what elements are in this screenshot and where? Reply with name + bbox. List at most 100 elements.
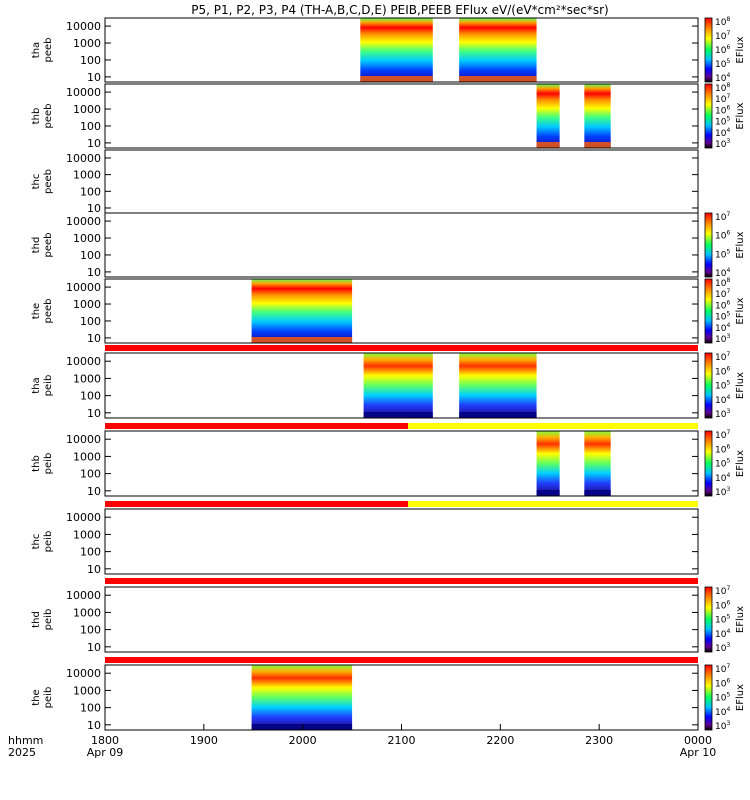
y-tick-label: 10 bbox=[87, 202, 101, 215]
low-energy-band-the-peeb-0 bbox=[251, 337, 353, 343]
status-bar-1-1 bbox=[408, 423, 698, 429]
panel-label-the-peib-0: the bbox=[31, 689, 42, 705]
spectrogram-segment-the-peeb-0 bbox=[251, 279, 353, 343]
y-tick-label: 1000 bbox=[73, 372, 101, 385]
colorbar-tick-label: 107 bbox=[715, 429, 730, 441]
x-tick-label: 2300 bbox=[585, 734, 613, 747]
panel-label-tha-peib-1: peib bbox=[43, 375, 54, 397]
colorbar-the-peeb bbox=[704, 278, 713, 344]
panel-frame-the-peeb bbox=[104, 278, 699, 344]
spectrogram-segment-thb-peib-0 bbox=[536, 431, 560, 496]
panel-label-thd-peib-1: peib bbox=[43, 609, 54, 631]
colorbar-tick-label: 104 bbox=[715, 472, 730, 484]
colorbar-tick-label: 107 bbox=[715, 585, 730, 597]
colorbar-tick-label: 106 bbox=[715, 365, 730, 377]
y-tick-label: 10000 bbox=[66, 355, 101, 368]
y-tick-label: 10 bbox=[87, 71, 101, 84]
panel-frame-thb-peeb bbox=[104, 83, 699, 149]
panel-frame-thd-peeb bbox=[104, 212, 699, 278]
y-tick-label: 10000 bbox=[66, 589, 101, 602]
spectrogram-segment-tha-peeb-0 bbox=[360, 18, 433, 82]
spectrogram-segment-tha-peib-1 bbox=[459, 353, 537, 418]
x-tick-sublabel: Apr 10 bbox=[680, 746, 717, 759]
x-tick-label: 2000 bbox=[289, 734, 317, 747]
status-bar-4-0 bbox=[105, 657, 698, 663]
y-tick-label: 1000 bbox=[73, 606, 101, 619]
panel-label-thb-peeb-1: peeb bbox=[43, 104, 54, 129]
y-tick-label: 10 bbox=[87, 641, 101, 654]
low-energy-band-tha-peeb-1 bbox=[459, 76, 537, 82]
y-tick-label: 10 bbox=[87, 266, 101, 279]
panel-label-the-peeb-0: the bbox=[31, 303, 42, 319]
colorbar-tick-label: 108 bbox=[715, 82, 730, 94]
colorbar-tick-label: 105 bbox=[715, 692, 730, 704]
y-tick-label: 100 bbox=[80, 546, 101, 559]
y-tick-label: 10000 bbox=[66, 215, 101, 228]
colorbar-thb-peib bbox=[704, 430, 713, 497]
y-tick-label: 100 bbox=[80, 185, 101, 198]
colorbar-tick-label: 107 bbox=[715, 288, 730, 300]
colorbar-tick-label: 106 bbox=[715, 44, 730, 56]
colorbar-tick-label: 104 bbox=[715, 706, 730, 718]
y-tick-label: 10000 bbox=[66, 152, 101, 165]
colorbar-tick-label: 107 bbox=[715, 93, 730, 105]
panel-label-thb-peeb-0: thb bbox=[31, 108, 42, 125]
panel-frame-thc-peib bbox=[104, 508, 699, 575]
colorbar-tick-label: 106 bbox=[715, 677, 730, 689]
colorbar-tick-label: 108 bbox=[715, 277, 730, 289]
y-tick-label: 10000 bbox=[66, 20, 101, 33]
status-bar-0-0 bbox=[105, 345, 698, 351]
colorbar-tick-label: 103 bbox=[715, 720, 730, 732]
colorbar-tick-label: 104 bbox=[715, 394, 730, 406]
colorbar-tick-label: 105 bbox=[715, 311, 730, 323]
x-tick-label: 0000 bbox=[684, 734, 712, 747]
low-energy-band-tha-peib-0 bbox=[363, 412, 433, 418]
colorbar-label: EFlux bbox=[735, 450, 746, 477]
colorbar-tick-label: 107 bbox=[715, 663, 730, 675]
colorbar-tick-label: 107 bbox=[715, 30, 730, 42]
colorbar-tick-label: 106 bbox=[715, 443, 730, 455]
spectrogram-segment-the-peib-0 bbox=[251, 665, 353, 730]
low-energy-band-thb-peeb-1 bbox=[584, 142, 611, 148]
x-tick-sublabel: Apr 09 bbox=[87, 746, 124, 759]
x-tick-label: 2100 bbox=[388, 734, 416, 747]
colorbar-tick-label: 103 bbox=[715, 138, 730, 150]
chart-title: P5, P1, P2, P3, P4 (TH-A,B,C,D,E) PEIB,P… bbox=[191, 3, 608, 17]
panel-label-tha-peeb-1: peeb bbox=[43, 38, 54, 63]
panel-frame-tha-peib bbox=[104, 352, 699, 419]
y-tick-label: 1000 bbox=[73, 169, 101, 182]
colorbar-tick-label: 105 bbox=[715, 380, 730, 392]
spectrogram-segment-thb-peib-1 bbox=[584, 431, 611, 496]
y-tick-label: 10 bbox=[87, 485, 101, 498]
y-tick-label: 1000 bbox=[73, 103, 101, 116]
x-year-label: 2025 bbox=[8, 746, 36, 759]
colorbar-tick-label: 107 bbox=[715, 351, 730, 363]
panel-label-tha-peeb-0: tha bbox=[31, 42, 42, 58]
colorbar-tick-label: 103 bbox=[715, 408, 730, 420]
status-bar-2-0 bbox=[105, 501, 409, 507]
panel-label-the-peeb-1: peeb bbox=[43, 299, 54, 324]
y-tick-label: 10 bbox=[87, 719, 101, 732]
y-tick-label: 10000 bbox=[66, 281, 101, 294]
low-energy-band-tha-peib-1 bbox=[459, 412, 537, 418]
colorbar-the-peib bbox=[704, 664, 713, 731]
panel-frame-thb-peib bbox=[104, 430, 699, 497]
colorbar-label: EFlux bbox=[735, 231, 746, 258]
colorbar-label: EFlux bbox=[735, 606, 746, 633]
panel-label-thc-peeb-1: peeb bbox=[43, 169, 54, 194]
colorbar-tick-label: 105 bbox=[715, 116, 730, 128]
x-tick-label: 1800 bbox=[91, 734, 119, 747]
y-tick-label: 1000 bbox=[73, 528, 101, 541]
colorbar-tick-label: 106 bbox=[715, 230, 730, 242]
colorbar-tick-label: 106 bbox=[715, 599, 730, 611]
panel-label-tha-peib-0: tha bbox=[31, 377, 42, 393]
colorbar-label: EFlux bbox=[735, 372, 746, 399]
y-tick-label: 10000 bbox=[66, 667, 101, 680]
panel-label-thb-peib-1: peib bbox=[43, 453, 54, 475]
y-tick-label: 100 bbox=[80, 54, 101, 67]
y-tick-label: 10000 bbox=[66, 511, 101, 524]
spectrogram-segment-thb-peeb-0 bbox=[536, 84, 560, 148]
colorbar-label: EFlux bbox=[735, 684, 746, 711]
y-tick-label: 10000 bbox=[66, 433, 101, 446]
